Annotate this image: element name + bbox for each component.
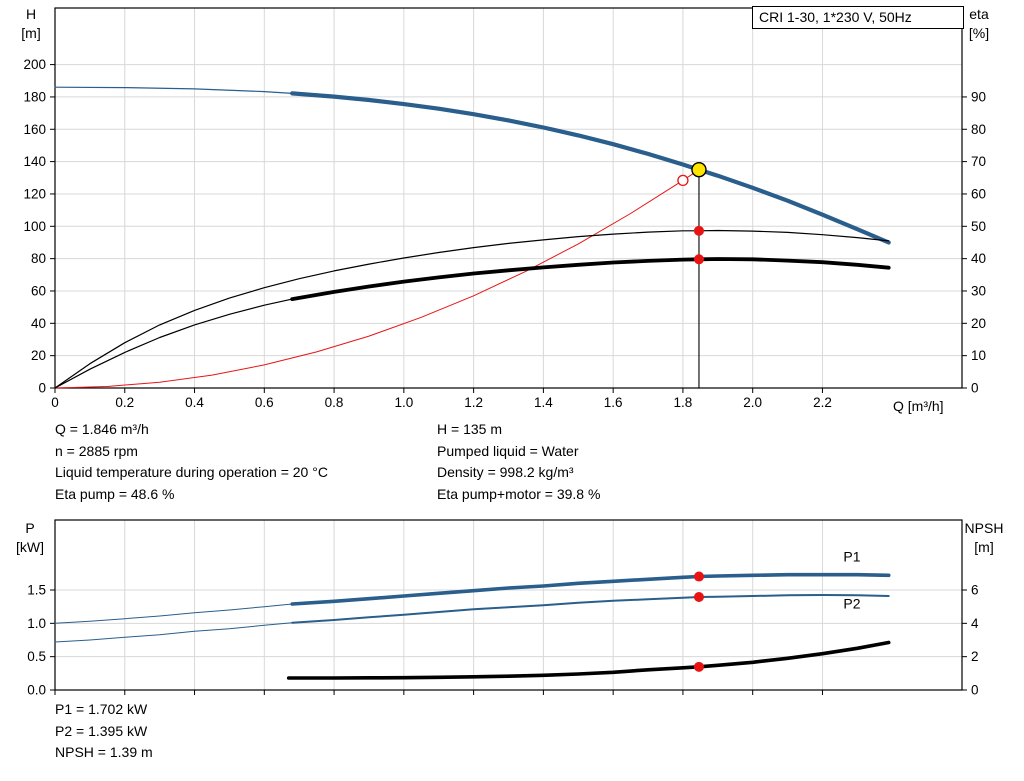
npsh-axis-title-line2: [m]: [974, 539, 994, 555]
x-tick-label: 1.6: [604, 395, 623, 410]
y-right-tick-label: 70: [971, 154, 986, 169]
y-right-tick-label: 10: [971, 348, 986, 363]
system-curve: [54, 169, 700, 389]
y-left-tick-label: 1.5: [27, 583, 46, 598]
y-left-tick-label: 200: [23, 57, 46, 72]
duty-results-left-column: Q = 1.846 m³/h n = 2885 rpm Liquid tempe…: [55, 419, 328, 505]
p2-point[interactable]: [693, 592, 704, 602]
p1-curve: [290, 572, 891, 606]
eta-pump-motor-point[interactable]: [693, 254, 704, 265]
npsh-axis-title-line1: NPSH: [964, 520, 1004, 536]
pump-model-label: CRI 1-30, 1*230 V, 50Hz: [752, 6, 964, 29]
y-right-tick-label: 4: [971, 616, 979, 631]
y-left-tick-label: 20: [31, 348, 46, 363]
result-n: n = 2885 rpm: [55, 442, 138, 459]
npsh-axis-title: NPSH [m]: [958, 519, 1010, 557]
eta-axis-title-line2: [%]: [968, 25, 990, 41]
p1-point[interactable]: [693, 571, 704, 582]
x-tick-label: 2.2: [813, 395, 832, 410]
result-eta-pump: Eta pump = 48.6 %: [55, 485, 175, 502]
y-left-tick-label: 0: [38, 381, 46, 396]
p-axis-title: P [kW]: [10, 519, 50, 557]
y-right-tick-label: 90: [971, 89, 986, 104]
eta-pump-motor-curve: [290, 257, 891, 302]
plot-border: [54, 519, 963, 691]
x-tick-label: 0.8: [325, 395, 344, 410]
result-liquid-temp: Liquid temperature during operation = 20…: [55, 464, 328, 480]
x-tick-label: 2.0: [743, 395, 762, 410]
result-p2: P2 = 1.395 kW: [55, 722, 148, 739]
x-tick-label: 1.8: [674, 395, 693, 410]
x-tick-label: 1.4: [534, 395, 553, 410]
y-left-tick-label: 140: [23, 154, 46, 169]
qh-curve: [290, 91, 891, 245]
qh-curve: [54, 86, 293, 95]
y-right-tick-label: 30: [971, 283, 986, 298]
p2-curve: [54, 622, 293, 643]
p1-curve: [54, 603, 293, 624]
h-axis-title-line1: H: [25, 6, 37, 22]
result-pumped-liquid: Pumped liquid = Water: [437, 442, 579, 459]
eta-pump-point[interactable]: [693, 225, 704, 236]
q-axis-title: Q [m³/h]: [893, 398, 944, 414]
duty-results-right-column: H = 135 m Pumped liquid = Water Density …: [437, 419, 600, 505]
p-axis-title-line1: P: [25, 520, 35, 536]
curve-label-p1: P1: [843, 548, 860, 564]
h-axis-title-line2: [m]: [21, 25, 41, 41]
power-npsh-chart[interactable]: 0.0 0.5 1.0 1.5 0 2 4 6 P1 P2: [0, 515, 1024, 695]
eta-axis-title: eta [%]: [958, 5, 1000, 43]
y-right-tick-label: 80: [971, 122, 986, 137]
y-left-tick-label: 120: [23, 186, 46, 201]
npsh-point[interactable]: [693, 661, 704, 672]
x-tick-label: 0: [51, 395, 59, 410]
x-tick-label: 1.2: [464, 395, 483, 410]
y-right-tick-label: 2: [971, 649, 979, 664]
y-right-tick-label: 50: [971, 219, 986, 234]
plot-border: [54, 7, 963, 389]
y-left-tick-label: 180: [23, 89, 46, 104]
y-right-tick-label: 20: [971, 316, 986, 331]
result-q: Q = 1.846 m³/h: [55, 421, 149, 437]
x-tick-label: 1.0: [394, 395, 413, 410]
result-npsh: NPSH = 1.39 m: [55, 744, 153, 760]
requested-duty-point[interactable]: [677, 174, 689, 187]
y-left-tick-label: 0.5: [27, 649, 46, 664]
power-results-column: P1 = 1.702 kW P2 = 1.395 kW NPSH = 1.39 …: [55, 699, 153, 764]
eta-pump-curve: [54, 229, 890, 389]
eta-pump-motor-curve: [54, 298, 293, 389]
h-axis-title: H [m]: [14, 5, 48, 43]
npsh-curve: [286, 640, 891, 680]
y-right-tick-label: 60: [971, 186, 986, 201]
y-left-tick-label: 80: [31, 251, 46, 266]
y-right-tick-label: 6: [971, 583, 979, 598]
y-left-tick-label: 160: [23, 122, 46, 137]
p-axis-title-line2: [kW]: [16, 539, 44, 555]
y-left-tick-label: 0.0: [27, 683, 46, 696]
x-tick-label: 0.2: [115, 395, 134, 410]
y-left-tick-label: 100: [23, 219, 46, 234]
y-left-tick-label: 60: [31, 283, 46, 298]
operating-point[interactable]: [691, 162, 707, 178]
y-right-tick-label: 40: [971, 251, 986, 266]
result-eta-pump-motor: Eta pump+motor = 39.8 %: [437, 485, 601, 502]
x-tick-label: 0.6: [255, 395, 274, 410]
y-left-tick-label: 40: [31, 316, 46, 331]
curve-label-p2: P2: [843, 596, 860, 612]
p2-curve: [291, 594, 890, 624]
result-h: H = 135 m: [437, 421, 502, 437]
qh-eta-chart[interactable]: 0 0.2 0.4 0.6 0.8 1.0 1.2 1.4 1.6 1.8 2.0 2.2 0 20 40 6…: [0, 0, 1024, 420]
result-density: Density = 998.2 kg/m³: [437, 464, 574, 480]
eta-axis-title-line1: eta: [969, 6, 989, 22]
y-right-tick-label: 0: [971, 683, 979, 696]
y-left-tick-label: 1.0: [27, 616, 46, 631]
result-p1: P1 = 1.702 kW: [55, 701, 148, 717]
x-tick-label: 0.4: [185, 395, 204, 410]
y-right-tick-label: 0: [971, 381, 979, 396]
